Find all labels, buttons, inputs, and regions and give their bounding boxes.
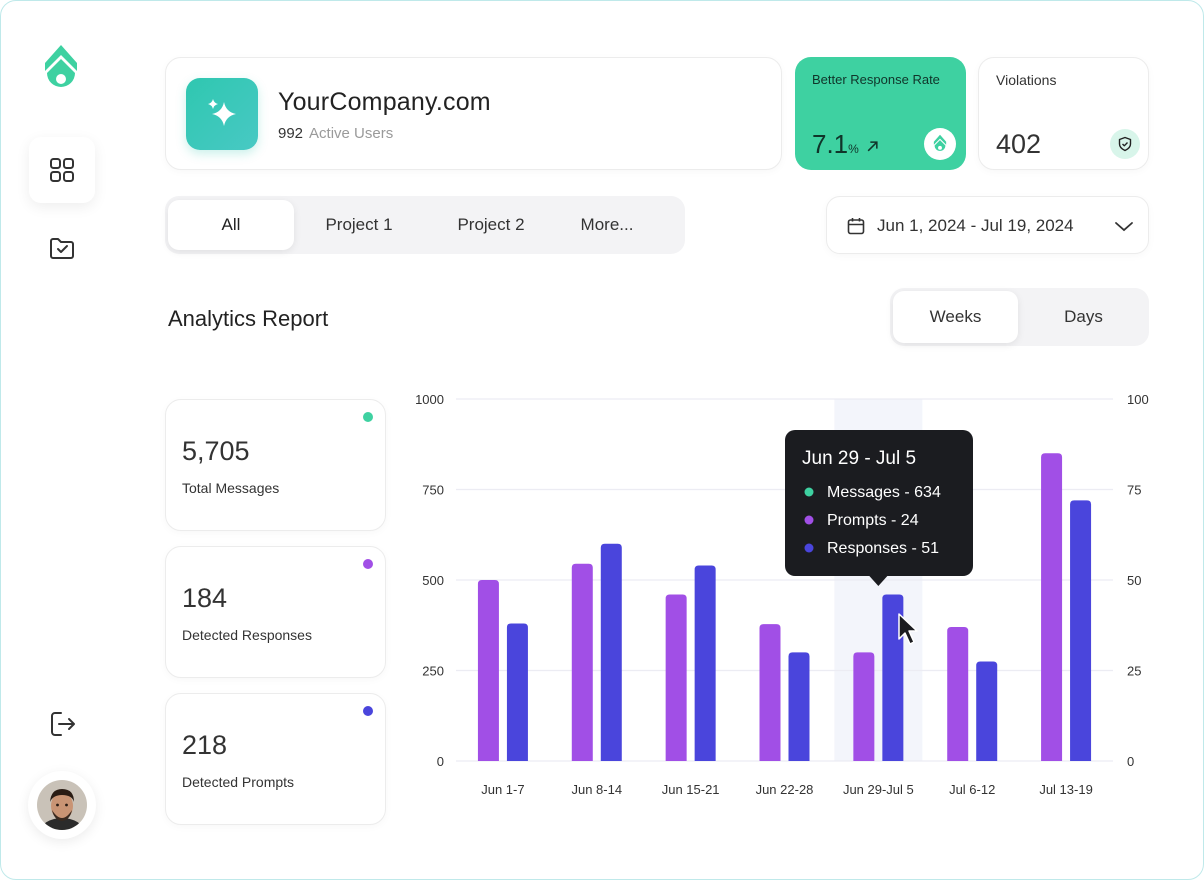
response-rate-value: 7.1% bbox=[812, 129, 879, 160]
tooltip-title: Jun 29 - Jul 5 bbox=[802, 448, 916, 469]
x-tick-label: Jun 15-21 bbox=[662, 782, 720, 797]
stat-value: 184 bbox=[182, 583, 228, 613]
y-left-tick-label: 1000 bbox=[415, 392, 444, 407]
x-tick-label: Jun 22-28 bbox=[756, 782, 814, 797]
grid-icon bbox=[50, 158, 74, 182]
logo-mini-icon bbox=[933, 134, 947, 151]
cursor-icon bbox=[898, 613, 918, 645]
response-rate-title: Better Response Rate bbox=[812, 72, 940, 87]
tab-project-2[interactable]: Project 2 bbox=[457, 215, 525, 234]
granularity-toggle: Weeks Days bbox=[890, 288, 1149, 346]
stat-dot bbox=[363, 412, 373, 422]
x-tick-label: Jun 1-7 bbox=[481, 782, 524, 797]
bar bbox=[853, 652, 875, 761]
active-users: 992 Active Users bbox=[278, 125, 393, 142]
weeks-button[interactable]: Weeks bbox=[893, 291, 1018, 343]
avatar bbox=[37, 780, 87, 830]
response-rate-card: Better Response Rate 7.1% bbox=[795, 57, 966, 170]
y-left-tick-label: 750 bbox=[422, 483, 444, 498]
section-title: Analytics Report bbox=[168, 306, 329, 331]
bar bbox=[947, 627, 969, 761]
response-rate-badge bbox=[924, 128, 956, 160]
response-rate-number: 7.1 bbox=[812, 129, 849, 159]
folder-check-icon bbox=[50, 238, 74, 259]
shield-check-icon bbox=[1118, 136, 1132, 152]
company-card: YourCompany.com 992 Active Users bbox=[165, 57, 782, 170]
tooltip-dot bbox=[804, 515, 814, 525]
trend-up-icon bbox=[867, 141, 878, 152]
tooltip-item: Messages - 634 bbox=[827, 484, 941, 501]
sidebar-projects-button[interactable] bbox=[29, 215, 95, 281]
stat-label: Detected Responses bbox=[182, 627, 312, 643]
violations-title: Violations bbox=[996, 72, 1057, 88]
y-right-tick-label: 100 bbox=[1127, 392, 1149, 407]
tooltip-arrow bbox=[869, 576, 888, 586]
x-tick-label: Jun 29-Jul 5 bbox=[843, 782, 914, 797]
x-tick-label: Jun 8-14 bbox=[571, 782, 622, 797]
logo-icon bbox=[45, 45, 77, 87]
tooltip-item: Prompts - 24 bbox=[827, 512, 919, 529]
y-right-tick-label: 25 bbox=[1127, 664, 1141, 679]
tooltip-dot bbox=[804, 543, 814, 553]
user-avatar-button[interactable] bbox=[28, 771, 96, 839]
violations-card: Violations 402 bbox=[978, 57, 1149, 170]
y-right-tick-label: 50 bbox=[1127, 573, 1141, 588]
y-right-tick-label: 0 bbox=[1127, 754, 1134, 769]
bar bbox=[506, 623, 528, 761]
bar bbox=[665, 594, 687, 761]
tooltip-box bbox=[785, 430, 973, 576]
sparkle-icon bbox=[208, 99, 236, 126]
bar bbox=[882, 594, 904, 761]
company-logo bbox=[186, 78, 258, 150]
stat-dot bbox=[363, 559, 373, 569]
tab-project-1[interactable]: Project 1 bbox=[325, 215, 393, 234]
bar bbox=[788, 652, 810, 761]
tab-more[interactable]: More... bbox=[580, 215, 634, 234]
bar bbox=[759, 624, 781, 761]
stat-value: 218 bbox=[182, 730, 228, 760]
sidebar-dashboard-button[interactable] bbox=[29, 137, 95, 203]
y-left-tick-label: 500 bbox=[422, 573, 444, 588]
days-button[interactable]: Days bbox=[1064, 307, 1103, 326]
tab-all[interactable]: All bbox=[168, 200, 294, 250]
date-range-picker[interactable]: Jun 1, 2024 - Jul 19, 2024 bbox=[826, 196, 1149, 254]
active-users-count: 992 bbox=[278, 125, 304, 142]
company-name: YourCompany.com bbox=[278, 88, 491, 116]
y-left-tick-label: 0 bbox=[437, 754, 444, 769]
date-range-text: Jun 1, 2024 - Jul 19, 2024 bbox=[877, 216, 1074, 235]
detected-responses-card: 184 Detected Responses bbox=[165, 546, 386, 678]
bar bbox=[1070, 500, 1092, 761]
bar bbox=[694, 565, 716, 761]
bar bbox=[1041, 453, 1063, 761]
violations-badge bbox=[1110, 129, 1140, 159]
detected-prompts-card: 218 Detected Prompts bbox=[165, 693, 386, 825]
tooltip-dot bbox=[804, 487, 814, 497]
logout-icon bbox=[51, 712, 75, 736]
project-tabs: All Project 1 Project 2 More... bbox=[165, 196, 685, 254]
stat-dot bbox=[363, 706, 373, 716]
bar bbox=[571, 563, 593, 761]
tooltip-item: Responses - 51 bbox=[827, 540, 939, 557]
stat-label: Total Messages bbox=[182, 480, 280, 496]
x-tick-label: Jul 13-19 bbox=[1039, 782, 1092, 797]
stat-value: 5,705 bbox=[182, 436, 250, 466]
y-left-tick-label: 250 bbox=[422, 664, 444, 679]
calendar-icon bbox=[847, 218, 865, 235]
violations-value: 402 bbox=[996, 129, 1042, 159]
total-messages-card: 5,705 Total Messages bbox=[165, 399, 386, 531]
active-users-label: Active Users bbox=[309, 125, 394, 142]
x-tick-label: Jul 6-12 bbox=[949, 782, 995, 797]
response-rate-unit: % bbox=[848, 142, 859, 156]
chevron-down-icon bbox=[1115, 222, 1133, 232]
stat-label: Detected Prompts bbox=[182, 774, 295, 790]
analytics-chart: 0 0 250 25 500 50 750 75 1000 100 Jun 1-7 Jun 8-14 J… bbox=[415, 392, 1149, 797]
y-right-tick-label: 75 bbox=[1127, 483, 1141, 498]
bar bbox=[477, 580, 499, 761]
bar bbox=[976, 661, 998, 761]
logout-button[interactable] bbox=[29, 691, 95, 757]
bar bbox=[600, 543, 622, 761]
